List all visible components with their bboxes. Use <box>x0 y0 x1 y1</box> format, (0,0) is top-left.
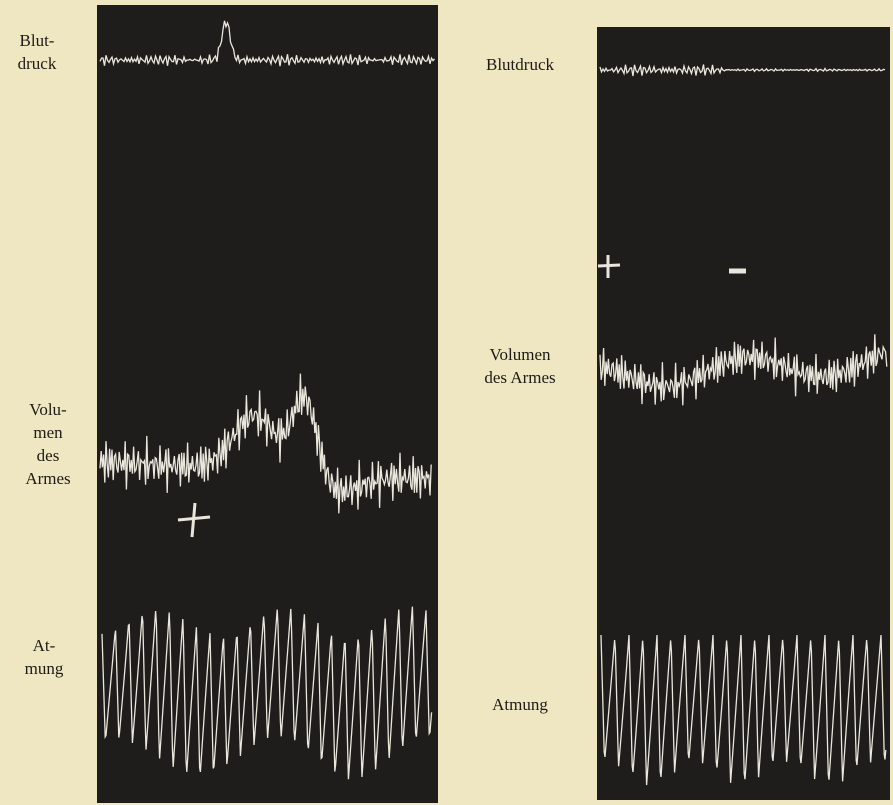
trace-label: mung <box>25 659 64 678</box>
trace-label: druck <box>18 54 57 73</box>
trace-label: Atmung <box>492 695 548 714</box>
page: Blut-druck Volu-men des Armes At-mung Blutdru… <box>0 0 893 805</box>
right-panel <box>597 27 890 800</box>
trace-label: des Armes <box>484 368 555 387</box>
trace-label: Blut- <box>20 31 55 50</box>
trace-label: men <box>33 423 63 442</box>
trace-label: Blutdruck <box>486 55 554 74</box>
trace-label: At- <box>33 636 56 655</box>
figure: Blut-druck Volu-men des Armes At-mung Blutdru… <box>0 0 893 805</box>
trace-label: Volu- <box>29 400 67 419</box>
trace-label: des <box>37 446 60 465</box>
trace-label: Volumen <box>489 345 551 364</box>
trace-label: Armes <box>25 469 70 488</box>
